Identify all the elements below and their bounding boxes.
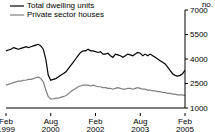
svg-text:Feb1999: Feb1999: [8, 117, 15, 132]
svg-text:5500: 5500: [190, 30, 207, 39]
svg-text:1000: 1000: [190, 104, 207, 113]
html-text:Total dwelling units: Total dwelling units: [27, 1, 95, 10]
svg-text:Aug2000: Aug2000: [42, 117, 60, 132]
html-text:no.: no.: [201, 0, 213, 9]
svg-text:4000: 4000: [190, 55, 207, 64]
html-text:Private sector houses: Private sector houses: [27, 10, 104, 19]
svg-text:2500: 2500: [190, 79, 207, 88]
svg-text:Feb2005: Feb2005: [176, 117, 194, 132]
svg-text:Feb2002: Feb2002: [87, 117, 105, 132]
svg-text:Aug2003: Aug2003: [131, 117, 149, 132]
